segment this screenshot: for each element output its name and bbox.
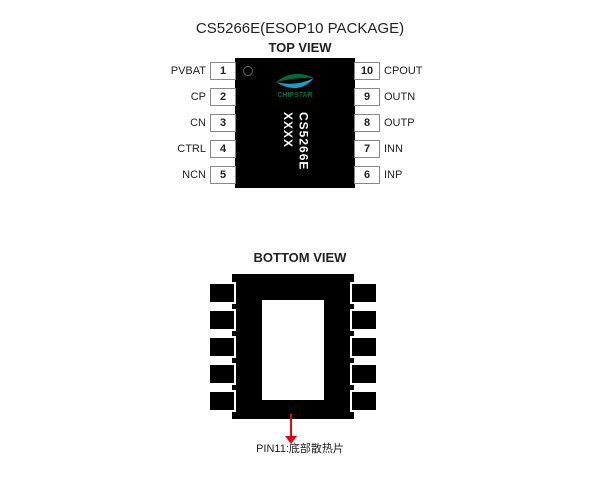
pin-label-10: CPOUT — [384, 65, 434, 77]
bottom-view-label: BOTTOM VIEW — [0, 250, 600, 265]
bottom-lead-left-0 — [208, 282, 236, 304]
pin-10: 10 — [354, 62, 380, 80]
pin-label-1: PVBAT — [156, 65, 206, 77]
pin-9: 9 — [354, 88, 380, 106]
chipstar-logo: CHIPSTAR — [270, 64, 320, 100]
pin-label-3: CN — [156, 117, 206, 129]
bottom-lead-left-3 — [208, 363, 236, 385]
top-view-label: TOP VIEW — [0, 40, 600, 55]
pin-label-9: OUTN — [384, 91, 434, 103]
thermal-pad-label: PIN11:底部散热片 — [0, 440, 600, 456]
bottom-lead-left-2 — [208, 336, 236, 358]
pin-2: 2 — [210, 88, 236, 106]
bottom-lead-right-0 — [350, 282, 378, 304]
chip-date-code: XXXX — [281, 112, 295, 148]
package-title: CS5266E(ESOP10 PACKAGE) — [0, 20, 600, 37]
chip-part-number: CS5266E — [297, 112, 311, 170]
pin-label-6: INP — [384, 169, 434, 181]
thermal-pad-arrow — [290, 414, 292, 436]
bottom-view-chip-body — [232, 274, 354, 419]
pin-6: 6 — [354, 166, 380, 184]
bottom-lead-right-4 — [350, 390, 378, 412]
bottom-lead-right-2 — [350, 336, 378, 358]
pin-label-7: INN — [384, 143, 434, 155]
pin-label-8: OUTP — [384, 117, 434, 129]
bottom-lead-right-3 — [350, 363, 378, 385]
pin-5: 5 — [210, 166, 236, 184]
pin-label-2: CP — [156, 91, 206, 103]
bottom-lead-right-1 — [350, 309, 378, 331]
thermal-pad — [262, 300, 324, 400]
pin-label-4: CTRL — [156, 143, 206, 155]
pin-7: 7 — [354, 140, 380, 158]
top-view-chip-body: CHIPSTAR CS5266E XXXX — [235, 58, 355, 188]
chip-marking: CS5266E XXXX — [279, 112, 310, 170]
pin-8: 8 — [354, 114, 380, 132]
pin-4: 4 — [210, 140, 236, 158]
pin-label-5: NCN — [156, 169, 206, 181]
bottom-lead-left-4 — [208, 390, 236, 412]
pin1-dot-marker — [243, 66, 253, 76]
pin-3: 3 — [210, 114, 236, 132]
pin-1: 1 — [210, 62, 236, 80]
svg-text:CHIPSTAR: CHIPSTAR — [277, 92, 312, 99]
bottom-lead-left-1 — [208, 309, 236, 331]
